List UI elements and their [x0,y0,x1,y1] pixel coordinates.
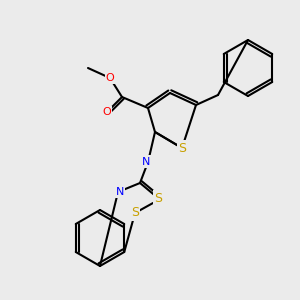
Text: S: S [131,206,139,220]
Text: O: O [103,107,111,117]
Text: H: H [114,186,122,196]
Text: H: H [144,156,152,166]
Text: N: N [116,187,124,197]
Text: S: S [154,191,162,205]
Text: N: N [142,157,150,167]
Text: O: O [106,73,114,83]
Text: S: S [178,142,186,154]
